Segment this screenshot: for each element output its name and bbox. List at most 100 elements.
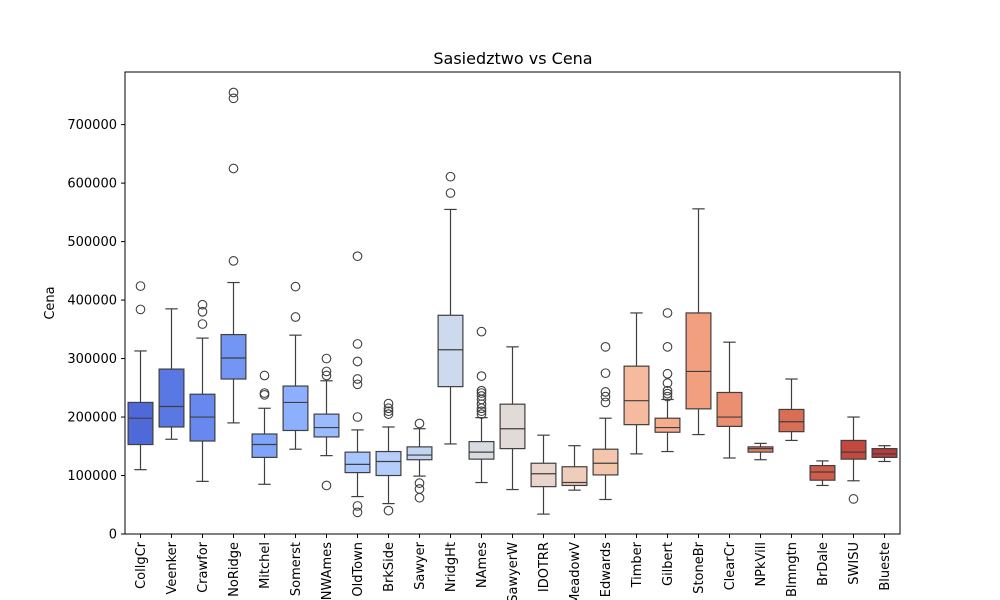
outlier-point	[476, 326, 487, 337]
outlier-point	[352, 339, 363, 349]
box-Somerst	[282, 385, 309, 432]
outlier-point	[135, 281, 146, 291]
plot-frame	[124, 71, 901, 535]
outlier-point	[476, 391, 487, 401]
outlier-point	[414, 484, 425, 494]
x-tick-label: NAmes	[475, 542, 490, 588]
outlier-point	[197, 299, 208, 310]
outlier-point	[352, 501, 363, 511]
outlier-point	[228, 93, 239, 104]
outlier-point	[662, 385, 673, 396]
outlier-point	[662, 308, 673, 318]
x-tick-label: NridgHt	[444, 542, 459, 592]
y-tick-label: 700000	[67, 118, 117, 133]
outlier-point	[352, 356, 363, 367]
x-tick-label: NPkVill	[754, 542, 769, 587]
outlier-point	[600, 397, 611, 408]
outlier-point	[662, 391, 673, 402]
outlier-point	[600, 391, 611, 402]
outlier-point	[476, 388, 487, 398]
outlier-point	[383, 403, 394, 414]
box-ClearCr	[716, 391, 743, 427]
box-CollgCr	[127, 401, 154, 446]
box-Blmngtn	[778, 408, 805, 433]
x-tick-label: StoneBr	[692, 541, 707, 593]
box-NPkVill	[747, 446, 774, 453]
x-tick-label: Edwards	[599, 542, 614, 597]
box-Sawyer	[406, 446, 433, 461]
box-SawyerW	[499, 403, 526, 450]
x-tick-label: Sawyer	[413, 541, 428, 590]
y-tick-label: 300000	[67, 352, 117, 367]
outlier-point	[445, 171, 456, 182]
x-tick-label: Mitchel	[258, 542, 273, 589]
chart-title: Sasiedztwo vs Cena	[433, 49, 592, 68]
box-IDOTRR	[530, 462, 557, 488]
x-tick-label: SWISU	[847, 542, 862, 585]
outlier-point	[321, 353, 332, 364]
outlier-point	[290, 281, 301, 292]
x-tick-label: Crawfor	[196, 541, 211, 593]
box-StoneBr	[685, 312, 712, 410]
y-tick-label: 0	[109, 528, 117, 543]
outlier-point	[352, 379, 363, 390]
box-NridgHt	[437, 314, 464, 388]
outlier-point	[662, 378, 673, 388]
outlier-point	[662, 368, 673, 379]
x-tick-label: NoRidge	[227, 542, 242, 597]
outlier-point	[321, 480, 332, 491]
x-tick-label: IDOTRR	[537, 542, 552, 592]
x-tick-label: Timber	[630, 541, 645, 588]
x-tick-label: SawyerW	[506, 542, 521, 600]
x-tick-label: Gilbert	[661, 542, 676, 586]
outlier-point	[848, 494, 859, 504]
x-tick-label: ClearCr	[723, 541, 738, 590]
x-tick-label: MeadowV	[568, 542, 583, 600]
outlier-point	[352, 507, 363, 518]
outlier-point	[290, 312, 301, 322]
outlier-point	[259, 370, 270, 381]
box-MeadowV	[561, 466, 588, 487]
box-BrDale	[809, 464, 836, 481]
y-tick-label: 100000	[67, 469, 117, 484]
box-NAmes	[468, 441, 495, 460]
y-tick-label: 600000	[67, 177, 117, 192]
outlier-point	[383, 398, 394, 409]
box-SWISU	[840, 439, 867, 460]
outlier-point	[414, 492, 425, 503]
outlier-point	[445, 188, 456, 198]
outlier-point	[662, 342, 673, 352]
outlier-point	[352, 412, 363, 422]
outlier-point	[259, 388, 270, 398]
outlier-point	[476, 385, 487, 396]
outlier-point	[321, 370, 332, 381]
outlier-point	[600, 342, 611, 352]
x-tick-label: CollgCr	[134, 541, 149, 589]
outlier-point	[228, 256, 239, 266]
outlier-point	[600, 368, 611, 379]
box-BrkSide	[375, 450, 402, 477]
x-tick-label: OldTown	[351, 542, 366, 597]
outlier-point	[476, 371, 487, 381]
outlier-point	[197, 306, 208, 317]
x-tick-label: BrDale	[816, 542, 831, 586]
outlier-point	[135, 304, 146, 315]
outlier-point	[414, 418, 425, 429]
x-tick-label: Somerst	[289, 542, 304, 596]
outlier-point	[228, 87, 239, 98]
x-tick-label: NWAmes	[320, 542, 335, 600]
x-tick-label: Blmngtn	[785, 542, 800, 597]
box-NWAmes	[313, 413, 340, 438]
outlier-point	[600, 387, 611, 397]
outlier-point	[383, 406, 394, 417]
box-Timber	[623, 365, 650, 426]
outlier-point	[228, 163, 239, 174]
box-Blueste	[871, 448, 898, 458]
outlier-point	[383, 409, 394, 419]
box-Veenker	[158, 368, 185, 428]
y-tick-label: 200000	[67, 411, 117, 426]
outlier-point	[352, 374, 363, 384]
box-Gilbert	[654, 417, 681, 433]
y-tick-label: 400000	[67, 294, 117, 309]
